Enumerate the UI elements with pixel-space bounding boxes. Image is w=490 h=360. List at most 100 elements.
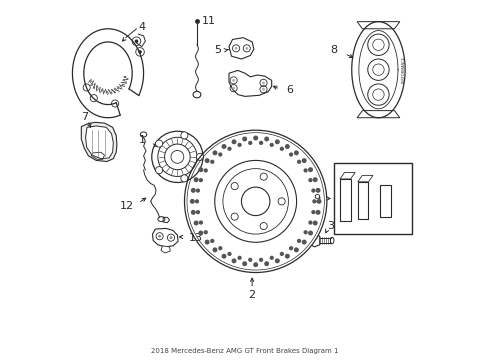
Circle shape [205, 158, 210, 163]
Circle shape [238, 143, 242, 147]
Text: 7: 7 [81, 112, 88, 122]
Circle shape [308, 178, 313, 182]
Circle shape [260, 222, 267, 230]
Polygon shape [340, 172, 355, 179]
Circle shape [238, 256, 242, 260]
Circle shape [198, 167, 203, 172]
Circle shape [242, 136, 247, 141]
Circle shape [313, 221, 318, 225]
Circle shape [280, 252, 284, 256]
Circle shape [285, 144, 290, 149]
Circle shape [242, 187, 270, 216]
Circle shape [204, 230, 208, 234]
Circle shape [231, 183, 238, 190]
Circle shape [270, 143, 274, 147]
Circle shape [262, 88, 265, 91]
Circle shape [221, 254, 226, 259]
Circle shape [297, 160, 301, 164]
Circle shape [135, 40, 138, 43]
Circle shape [227, 147, 232, 151]
Circle shape [218, 246, 222, 250]
Circle shape [317, 199, 321, 204]
Circle shape [253, 262, 258, 267]
Polygon shape [86, 126, 113, 159]
Circle shape [280, 147, 284, 151]
Circle shape [194, 177, 198, 182]
Circle shape [231, 139, 237, 144]
Circle shape [312, 199, 317, 203]
Circle shape [248, 258, 252, 262]
Circle shape [170, 236, 172, 239]
Circle shape [158, 137, 197, 176]
Circle shape [311, 210, 316, 214]
Circle shape [204, 168, 208, 172]
Text: PERFORMANCE: PERFORMANCE [402, 56, 406, 83]
Text: 12: 12 [120, 201, 134, 211]
Circle shape [218, 152, 222, 157]
Circle shape [191, 210, 196, 215]
Circle shape [205, 239, 210, 244]
Polygon shape [380, 185, 391, 217]
Circle shape [191, 188, 196, 193]
Circle shape [232, 79, 235, 82]
Circle shape [231, 213, 238, 220]
Circle shape [289, 246, 293, 250]
Circle shape [264, 261, 269, 266]
Circle shape [156, 233, 163, 240]
Text: 4: 4 [138, 22, 146, 32]
Circle shape [253, 135, 258, 140]
Polygon shape [340, 179, 351, 221]
Circle shape [196, 210, 200, 214]
Circle shape [152, 131, 203, 183]
Circle shape [138, 50, 142, 54]
Circle shape [195, 199, 199, 203]
Text: 10: 10 [222, 177, 236, 187]
Circle shape [235, 47, 238, 50]
Polygon shape [358, 182, 368, 219]
Circle shape [308, 230, 313, 235]
Circle shape [308, 220, 313, 225]
Circle shape [196, 153, 203, 161]
Circle shape [194, 221, 198, 225]
Circle shape [181, 175, 188, 182]
Circle shape [223, 168, 289, 234]
Circle shape [259, 258, 263, 262]
Circle shape [232, 87, 235, 90]
Text: 13: 13 [189, 233, 203, 243]
Polygon shape [161, 246, 171, 253]
Text: 2: 2 [248, 289, 256, 300]
Text: 11: 11 [201, 15, 216, 26]
Circle shape [199, 178, 203, 182]
Circle shape [302, 239, 307, 244]
Circle shape [294, 247, 299, 252]
Circle shape [215, 161, 296, 242]
Circle shape [270, 256, 274, 260]
Circle shape [181, 132, 188, 139]
Circle shape [190, 199, 195, 204]
Circle shape [260, 173, 267, 180]
Circle shape [275, 258, 280, 264]
Circle shape [231, 258, 237, 264]
Bar [334, 163, 412, 234]
Text: 5: 5 [214, 45, 221, 55]
Circle shape [171, 150, 184, 163]
Circle shape [308, 167, 313, 172]
Circle shape [165, 144, 190, 170]
Circle shape [155, 167, 163, 174]
Text: 6: 6 [286, 85, 293, 95]
Circle shape [210, 239, 215, 243]
Circle shape [227, 252, 232, 256]
Circle shape [311, 188, 316, 193]
Circle shape [316, 188, 320, 193]
Circle shape [278, 198, 285, 205]
Circle shape [196, 188, 200, 193]
Text: 8: 8 [330, 45, 338, 55]
Circle shape [303, 168, 308, 172]
Circle shape [221, 144, 226, 149]
Circle shape [275, 139, 280, 144]
Circle shape [155, 140, 163, 147]
Text: 3: 3 [327, 221, 334, 230]
Circle shape [213, 247, 218, 252]
Circle shape [303, 230, 308, 234]
Text: 1: 1 [138, 135, 146, 145]
